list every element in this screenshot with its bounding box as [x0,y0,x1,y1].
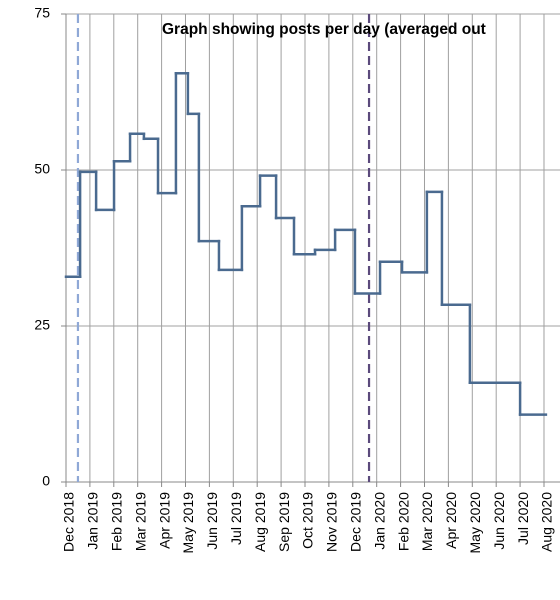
x-tick-label: Jan 2019 [85,492,101,550]
y-tick-label: 0 [42,473,50,489]
x-tick-label: Dec 2018 [61,492,77,552]
x-tick-label: Mar 2019 [132,492,148,551]
chart-title: Graph showing posts per day (averaged ou… [162,21,486,38]
x-tick-label: Jul 2019 [228,492,244,545]
x-tick-label: Dec 2019 [347,492,363,552]
x-tick-label: Feb 2019 [109,492,125,551]
x-tick-label: Mar 2020 [419,492,435,551]
x-tick-label: Apr 2020 [443,492,459,549]
x-tick-label: Apr 2019 [156,492,172,549]
x-tick-label: May 2019 [180,492,196,554]
x-tick-label: Sep 2019 [276,492,292,552]
x-tick-label: Jun 2020 [491,492,507,550]
x-tick-label: Aug 2019 [252,492,268,552]
x-tick-label: Jan 2020 [371,492,387,550]
x-tick-label: Aug 2020 [539,492,555,552]
x-tick-label: Nov 2019 [324,492,340,552]
y-tick-label: 25 [34,317,50,333]
x-tick-label: May 2020 [467,492,483,554]
x-tick-label: Feb 2020 [395,492,411,551]
y-tick-label: 50 [34,161,50,177]
y-tick-label: 75 [34,5,50,21]
x-tick-label: Jul 2020 [515,492,531,545]
x-tick-label: Oct 2019 [300,492,316,549]
x-tick-label: Jun 2019 [204,492,220,550]
